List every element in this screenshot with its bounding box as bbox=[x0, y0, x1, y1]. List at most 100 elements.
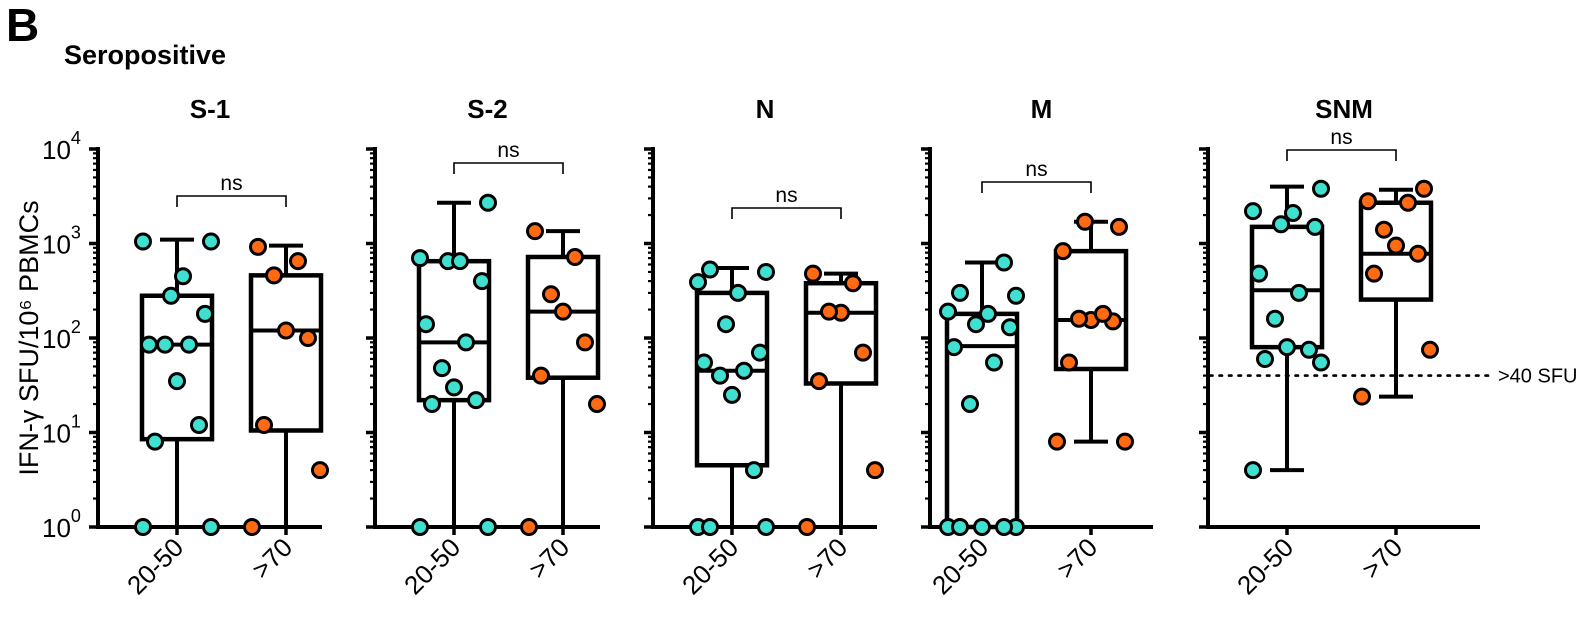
data-point bbox=[1116, 432, 1134, 451]
data-point bbox=[820, 302, 838, 321]
data-point bbox=[1415, 179, 1433, 198]
data-point bbox=[532, 366, 550, 385]
data-point bbox=[1070, 309, 1088, 328]
panel-s-2: S-2 20-50 >70 ns bbox=[366, 94, 606, 600]
data-point bbox=[479, 518, 497, 536]
data-point bbox=[473, 272, 491, 291]
data-point bbox=[735, 361, 753, 380]
data-point bbox=[1306, 217, 1324, 236]
significance-label: ns bbox=[220, 172, 242, 195]
threshold-label: >40 SFU bbox=[1498, 366, 1577, 388]
data-point bbox=[202, 518, 220, 536]
data-point bbox=[844, 274, 862, 293]
data-point bbox=[1353, 387, 1371, 406]
box-group bbox=[798, 264, 884, 536]
data-point bbox=[168, 372, 186, 391]
data-point bbox=[1244, 461, 1262, 480]
data-point bbox=[1359, 192, 1377, 211]
data-point bbox=[1409, 244, 1427, 263]
panel-title: S-1 bbox=[190, 94, 230, 124]
data-point bbox=[701, 518, 719, 536]
data-point bbox=[1312, 353, 1330, 372]
panel-n: N 20-50 >70 ns bbox=[644, 94, 884, 600]
data-point bbox=[1284, 204, 1302, 223]
box-group bbox=[1048, 212, 1134, 451]
data-point bbox=[1387, 236, 1405, 255]
y-tick-label: 100 bbox=[42, 506, 81, 543]
data-point bbox=[695, 353, 713, 372]
box bbox=[1053, 248, 1129, 372]
data-point bbox=[526, 222, 544, 241]
x-tick-label: >70 bbox=[246, 532, 298, 584]
data-point bbox=[979, 304, 997, 323]
data-point bbox=[457, 333, 475, 352]
y-tick-label: 103 bbox=[42, 223, 81, 260]
x-tick-label: >70 bbox=[1356, 532, 1408, 584]
data-point bbox=[1250, 264, 1268, 283]
data-point bbox=[411, 249, 429, 268]
data-point bbox=[243, 518, 261, 536]
data-point bbox=[1048, 432, 1066, 451]
significance-bracket bbox=[731, 207, 842, 219]
data-point bbox=[196, 304, 214, 323]
data-point bbox=[757, 518, 775, 536]
data-point bbox=[1312, 179, 1330, 198]
y-tick-label: 102 bbox=[42, 317, 81, 354]
data-point bbox=[1001, 318, 1019, 337]
significance-label: ns bbox=[1025, 158, 1047, 181]
x-tick-label: >70 bbox=[801, 532, 853, 584]
data-point bbox=[1054, 242, 1072, 261]
x-tick-label: 20-50 bbox=[1231, 532, 1299, 600]
data-point bbox=[1272, 215, 1290, 234]
panel-title: M bbox=[1031, 94, 1053, 124]
x-tick-label: 20-50 bbox=[398, 532, 466, 600]
data-point bbox=[723, 385, 741, 404]
data-point bbox=[479, 193, 497, 212]
data-point bbox=[854, 343, 872, 362]
data-point bbox=[202, 232, 220, 251]
data-point bbox=[1110, 217, 1128, 236]
x-tick-label: 20-50 bbox=[121, 532, 189, 600]
panel-title: N bbox=[756, 94, 775, 124]
data-point bbox=[967, 315, 985, 334]
data-point bbox=[745, 461, 763, 480]
panel-m: M 20-50 >70 ns bbox=[921, 94, 1153, 600]
data-point bbox=[1007, 286, 1025, 305]
data-point bbox=[417, 315, 435, 334]
data-point bbox=[467, 391, 485, 410]
data-point bbox=[134, 232, 152, 251]
box-group bbox=[939, 253, 1025, 536]
data-point bbox=[939, 302, 957, 321]
data-point bbox=[729, 283, 747, 302]
box-group bbox=[134, 232, 220, 536]
data-point bbox=[520, 518, 538, 536]
data-point bbox=[995, 253, 1013, 272]
significance-label: ns bbox=[1330, 126, 1352, 149]
data-point bbox=[757, 262, 775, 281]
data-point bbox=[451, 252, 469, 271]
data-point bbox=[1060, 353, 1078, 372]
data-point bbox=[973, 518, 991, 536]
data-point bbox=[995, 518, 1013, 536]
data-point bbox=[311, 461, 329, 480]
data-point bbox=[689, 273, 707, 292]
significance-bracket bbox=[1286, 149, 1397, 161]
data-point bbox=[255, 416, 273, 435]
box-group bbox=[1244, 179, 1330, 480]
data-point bbox=[751, 343, 769, 362]
data-point bbox=[1375, 220, 1393, 239]
x-tick-label: 20-50 bbox=[676, 532, 744, 600]
data-point bbox=[1076, 212, 1094, 231]
data-point bbox=[289, 252, 307, 271]
y-axis-label: IFN-γ SFU/10⁶ PBMCs bbox=[14, 200, 44, 475]
data-point bbox=[1300, 340, 1318, 359]
data-point bbox=[588, 395, 606, 414]
significance-bracket bbox=[453, 162, 564, 174]
y-tick-label: 101 bbox=[42, 412, 81, 449]
data-point bbox=[866, 461, 884, 480]
data-point bbox=[249, 237, 267, 256]
data-point bbox=[180, 335, 198, 354]
data-point bbox=[265, 266, 283, 285]
x-tick-label: >70 bbox=[523, 532, 575, 584]
box-group bbox=[411, 193, 497, 536]
